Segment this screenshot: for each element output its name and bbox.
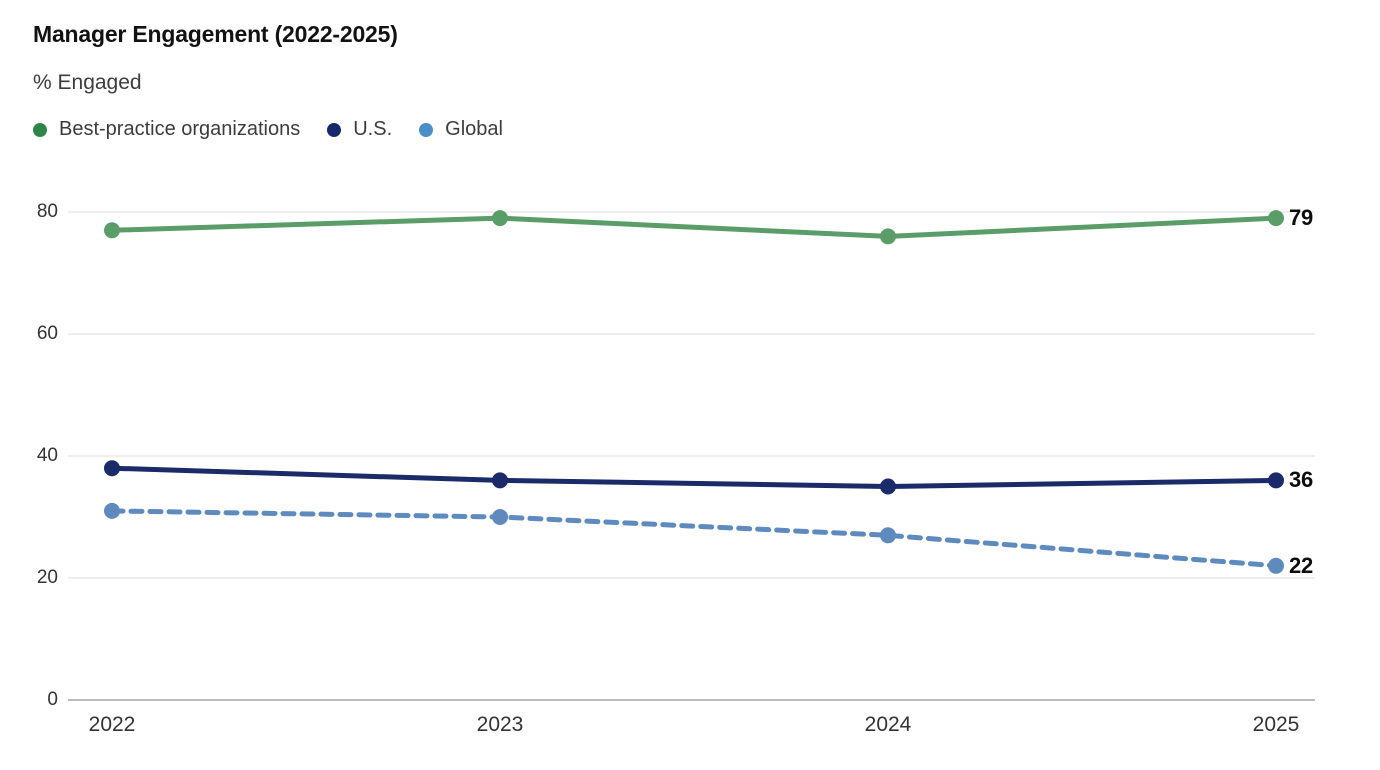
data-point-u-s-2025 [1268,472,1284,489]
legend-dot-best-practice-icon [33,122,47,137]
legend-item-us: U.S. [327,118,392,141]
chart-legend: Best-practice organizations U.S. Global [33,118,503,141]
legend-label-global: Global [445,118,503,140]
series-line-best-practice-organizations [109,215,1279,239]
value-label-best-practice-organizations: 79 [1289,205,1314,231]
legend-item-global: Global [419,118,503,141]
data-point-best-practice-organizations-2022 [104,222,120,239]
legend-label-best-practice: Best-practice organizations [59,118,301,140]
legend-dot-us-icon [327,122,342,137]
x-tick-label-2022: 2022 [88,713,136,736]
legend-label-us: U.S. [353,118,393,140]
legend-item-best-practice: Best-practice organizations [33,118,300,141]
y-tick-label-20: 20 [36,567,58,588]
chart-subtitle: % Engaged [33,71,142,94]
data-point-u-s-2023 [492,472,508,489]
x-tick-label-2025: 2025 [1252,713,1300,736]
data-point-u-s-2022 [104,460,120,477]
data-point-best-practice-organizations-2023 [492,210,508,227]
x-tick-label-2024: 2024 [864,713,912,736]
series-line-u-s [109,465,1279,490]
data-point-global-2022 [104,502,120,519]
x-tick-label-2023: 2023 [476,713,524,736]
y-tick-label-0: 0 [47,689,58,710]
legend-dot-global-icon [419,122,434,137]
y-tick-label-60: 60 [36,323,58,344]
data-point-best-practice-organizations-2024 [880,228,896,245]
value-label-u-s: 36 [1289,467,1314,493]
series-line-global [109,508,1279,569]
value-label-global: 22 [1289,552,1314,578]
chart-title: Manager Engagement (2022-2025) [33,21,398,47]
y-tick-label-80: 80 [36,201,58,222]
y-tick-label-40: 40 [36,445,58,466]
data-point-global-2023 [492,509,508,525]
data-point-global-2025 [1268,557,1284,574]
data-point-best-practice-organizations-2025 [1268,210,1284,227]
data-point-global-2024 [880,527,896,544]
data-point-u-s-2024 [880,478,896,495]
